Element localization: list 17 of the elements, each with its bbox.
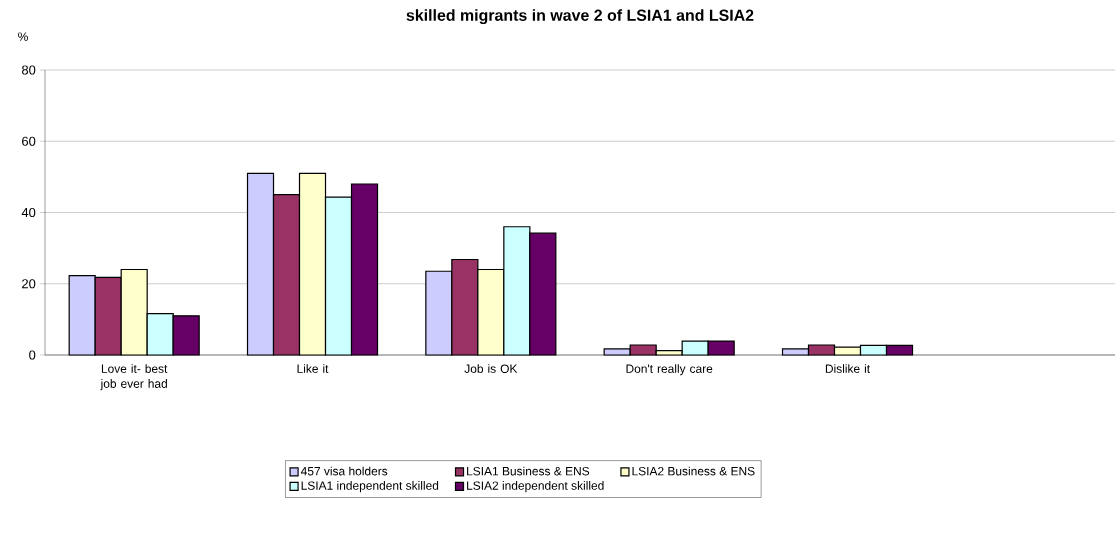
y-axis-title: %	[18, 32, 28, 41]
legend-label: LSIA1 Business & ENS	[467, 466, 590, 476]
legend-label: LSIA2 independent skilled	[467, 481, 604, 493]
legend-label: 457 visa holders	[300, 466, 388, 476]
y-tick-label: 40	[21, 207, 36, 218]
legend-label: LSIA1 independent skilled	[301, 481, 439, 493]
y-tick-label: 60	[22, 136, 36, 146]
x-tick-label: Dislike it	[825, 364, 870, 373]
y-tick-label: 20	[22, 279, 36, 289]
legend-label: LSIA2 Business & ENS	[632, 466, 755, 476]
x-tick-label: Don't really care	[626, 364, 713, 376]
chart-title: skilled migrants in wave 2 of LSIA1 and LSIA2	[406, 9, 754, 25]
x-tick-label: Love it- best job ever had	[100, 364, 168, 391]
y-tick-label: 0	[29, 350, 36, 360]
y-tick-label: 80	[21, 65, 36, 75]
x-tick-label: Like it	[297, 364, 329, 373]
x-tick-label: Job is OK	[464, 364, 518, 373]
